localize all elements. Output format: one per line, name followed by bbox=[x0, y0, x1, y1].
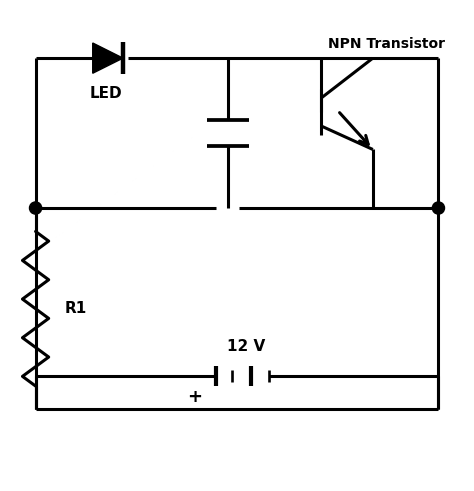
Text: NPN Transistor: NPN Transistor bbox=[328, 37, 446, 51]
Text: LED: LED bbox=[90, 86, 122, 101]
Circle shape bbox=[29, 202, 42, 214]
Polygon shape bbox=[93, 43, 123, 73]
Text: +: + bbox=[187, 388, 202, 406]
Text: R1: R1 bbox=[64, 301, 87, 316]
Circle shape bbox=[432, 202, 445, 214]
Text: 12 V: 12 V bbox=[227, 339, 265, 354]
